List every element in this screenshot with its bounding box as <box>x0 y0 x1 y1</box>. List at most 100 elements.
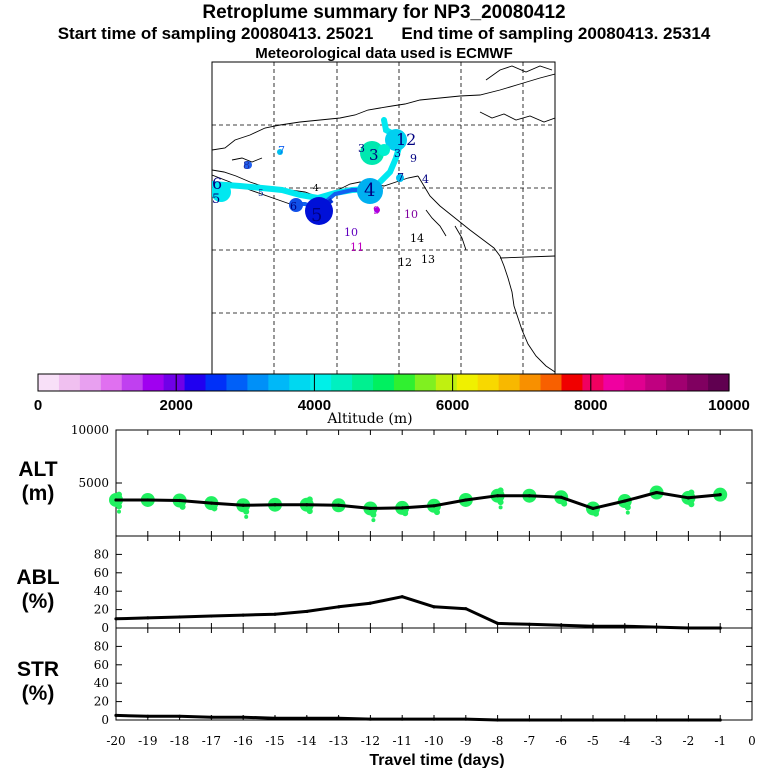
data-point <box>114 713 118 718</box>
data-point <box>114 617 118 621</box>
colorbar-cell <box>310 374 332 391</box>
altitude-blob <box>179 503 186 510</box>
x-tick-label: -13 <box>329 734 348 748</box>
plume-label: 4 <box>422 173 429 186</box>
colorbar-cell <box>561 374 584 391</box>
start-time-label: Start time of sampling 20080413. 25021 <box>57 24 374 43</box>
colorbar-tick-label: 8000 <box>574 397 607 414</box>
plume-day-labels: 12 3 3 3 9 7 8 6 5 4 4 5 6 7 9 10 11 10 … <box>212 130 435 269</box>
data-point <box>464 607 468 611</box>
x-tick-label: -4 <box>619 734 631 748</box>
colorbar-cell <box>540 374 563 391</box>
altitude-blob <box>244 514 249 519</box>
data-point <box>337 503 341 507</box>
plume-label: 3 <box>369 146 379 164</box>
x-tick-label: -12 <box>361 734 380 748</box>
data-point <box>209 614 213 618</box>
data-point <box>368 601 372 605</box>
x-tick-label: -11 <box>393 734 412 748</box>
altitude-blob <box>116 503 122 510</box>
data-point <box>559 718 563 722</box>
colorbar-cell <box>393 374 416 391</box>
colorbar-tick-label: 2000 <box>160 397 193 414</box>
data-point <box>591 624 595 628</box>
panel-ylabel: STR <box>17 658 59 681</box>
colorbar-cell <box>456 374 479 391</box>
colorbar-cell <box>666 374 688 391</box>
data-point <box>146 616 150 620</box>
colorbar-tick-label: 0 <box>34 397 42 414</box>
plume-label: 12 <box>396 130 416 149</box>
colorbar-cell <box>708 374 730 391</box>
x-tick-labels: -20 -19 -18 -17 -16 -15 -14 -13 -12 -11 -10 -9 -8 -7-… <box>106 734 755 748</box>
retroplume-map: 12 3 3 3 9 7 8 6 5 4 4 5 6 7 9 10 11 10 … <box>211 61 556 376</box>
plume-label: 5 <box>258 189 264 199</box>
panel-ylabel: ABL <box>16 566 59 589</box>
data-point <box>655 490 659 495</box>
colorbar-cell <box>142 374 165 391</box>
series-line-alt <box>116 491 721 510</box>
x-tick-label: -15 <box>265 734 284 748</box>
data-point <box>241 715 245 719</box>
time-series-panels: 100005000ALT(m)806040200ABL(%)806040200S… <box>16 423 755 768</box>
series-line-str <box>115 713 721 722</box>
data-point <box>718 718 722 722</box>
panel-ylabel-units: (m) <box>22 482 55 505</box>
colorbar-cell <box>519 374 542 391</box>
colorbar-cell <box>435 374 458 391</box>
altitude-blob <box>370 511 377 518</box>
x-tick-label: -17 <box>202 734 221 748</box>
data-point <box>496 718 500 722</box>
x-tick-label: -10 <box>424 734 443 748</box>
colorbar-cell <box>38 374 60 391</box>
plume-label: 3 <box>358 142 365 155</box>
data-point <box>591 506 595 511</box>
colorbar-tick-label: 4000 <box>298 397 331 414</box>
data-point <box>209 501 213 505</box>
data-point <box>337 605 341 609</box>
altitude-blob <box>211 505 218 512</box>
data-point <box>559 623 563 627</box>
colorbar-cell <box>58 374 81 391</box>
colorbar-cell <box>79 374 102 391</box>
data-point <box>305 503 309 507</box>
data-point <box>496 621 500 626</box>
panel-ylabel-units: (%) <box>22 682 55 705</box>
plume-label: 6 <box>290 200 297 213</box>
data-point <box>178 498 182 503</box>
y-tick-label: 80 <box>94 547 109 561</box>
x-axis-label: Travel time (days) <box>369 752 504 768</box>
colorbar-cell <box>582 374 604 391</box>
data-point <box>686 496 691 500</box>
colorbar-label: Altitude (m) <box>326 411 412 427</box>
altitude-blob <box>688 501 695 508</box>
series-line-abl <box>115 595 721 630</box>
data-point <box>114 498 118 502</box>
plume-label: 7 <box>397 171 404 184</box>
data-point <box>368 506 372 511</box>
data-point <box>464 498 468 502</box>
plume-label: 5 <box>311 205 322 226</box>
colorbar-cell <box>100 374 123 391</box>
data-point <box>241 613 245 617</box>
coastline <box>212 65 555 373</box>
plume-label: 7 <box>278 144 285 157</box>
x-tick-label: -2 <box>683 734 695 748</box>
y-tick-label: 5000 <box>78 476 109 490</box>
met-data-label: Meteorological data used is ECMWF <box>255 45 513 62</box>
data-point <box>273 503 277 507</box>
altitude-blob <box>371 518 376 523</box>
colorbar-cell <box>373 374 395 391</box>
plume-label: 10 <box>404 208 418 221</box>
data-point <box>623 718 627 722</box>
map-frame <box>211 61 556 376</box>
altitude-blob <box>593 510 599 517</box>
data-point <box>718 493 722 497</box>
plume-label: 3 <box>394 147 401 160</box>
colorbar-cell <box>352 374 374 391</box>
colorbar-cell <box>624 374 646 391</box>
altitude-blob <box>688 489 695 496</box>
colorbar-cell <box>205 374 228 391</box>
x-tick-label: -5 <box>587 734 599 748</box>
data-point <box>464 717 468 721</box>
